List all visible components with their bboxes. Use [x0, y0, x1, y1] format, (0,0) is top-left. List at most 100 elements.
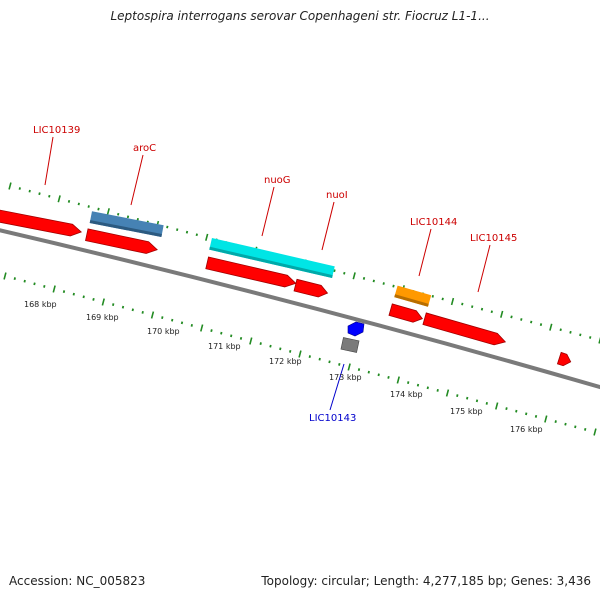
- outer-tick: [67, 199, 71, 203]
- label-LIC10143[interactable]: LIC10143: [309, 413, 356, 424]
- gene-LIC10143-feature[interactable]: [340, 321, 365, 353]
- gene-LIC10144-feature[interactable]: [394, 285, 432, 307]
- inner-tick: [475, 399, 479, 403]
- inner-tick: [377, 373, 380, 377]
- leader-LIC10143: [329, 363, 345, 411]
- outer-tick: [57, 195, 61, 203]
- cds-LIC10145-arrow[interactable]: [422, 312, 507, 348]
- inner-tick-ring: [3, 272, 597, 436]
- cds-LIC10139-arrow[interactable]: [0, 208, 82, 238]
- leader-LIC10145: [477, 244, 491, 293]
- outer-tick: [205, 233, 209, 241]
- scale-label-173: 173 kbp: [329, 373, 362, 382]
- outer-tick: [176, 228, 179, 232]
- inner-tick: [367, 370, 370, 374]
- outer-tick: [126, 215, 130, 219]
- gene-labels: LIC10139 aroC nuoG nuoI LIC10144 LIC1014…: [33, 125, 517, 424]
- label-aroC[interactable]: aroC: [133, 143, 156, 154]
- label-LIC10145[interactable]: LIC10145: [470, 233, 517, 244]
- outer-tick: [28, 189, 31, 193]
- inner-tick: [249, 337, 253, 345]
- genome-backbone: [0, 228, 600, 390]
- inner-tick: [584, 427, 587, 431]
- inner-tick: [171, 318, 174, 322]
- inner-tick: [544, 415, 548, 423]
- inner-tick: [131, 308, 134, 312]
- label-LIC10144[interactable]: LIC10144: [410, 217, 457, 228]
- outer-tick: [441, 297, 444, 301]
- genome-summary: Topology: circular; Length: 4,277,185 bp…: [261, 574, 591, 588]
- inner-tick: [396, 376, 400, 384]
- outer-tick: [136, 217, 139, 221]
- inner-tick: [279, 347, 282, 351]
- outer-tick: [559, 328, 562, 332]
- inner-tick: [456, 394, 459, 398]
- inner-tick: [436, 388, 439, 392]
- inner-tick: [230, 334, 233, 338]
- leader-nuoG: [261, 186, 275, 237]
- scale-label-175: 175 kbp: [450, 407, 483, 416]
- inner-tick: [338, 362, 341, 366]
- outer-tick: [520, 318, 523, 321]
- outer-tick: [362, 276, 366, 280]
- scale-label-171: 171 kbp: [208, 342, 241, 351]
- label-leaders: [44, 136, 491, 411]
- label-LIC10139[interactable]: LIC10139: [33, 125, 80, 136]
- inner-tick: [387, 375, 390, 379]
- cds-small-arrow[interactable]: [556, 351, 572, 367]
- inner-tick: [416, 383, 420, 387]
- inner-tick: [112, 303, 115, 307]
- outer-tick: [333, 269, 336, 273]
- inner-tick: [593, 428, 597, 436]
- outer-tick: [38, 192, 41, 196]
- inner-tick: [407, 381, 410, 385]
- outer-tick: [382, 282, 385, 285]
- outer-tick: [18, 187, 21, 190]
- inner-tick: [52, 285, 56, 293]
- gene-aroC-feature[interactable]: [89, 211, 164, 237]
- scale-label-170: 170 kbp: [147, 327, 180, 336]
- inner-tick: [505, 407, 508, 411]
- cds-aroC-arrow[interactable]: [85, 228, 159, 256]
- inner-tick: [564, 422, 567, 426]
- inner-tick: [574, 425, 577, 429]
- inner-tick: [13, 277, 16, 281]
- inner-tick: [347, 363, 351, 371]
- outer-tick: [589, 336, 592, 339]
- label-nuoG[interactable]: nuoG: [264, 175, 291, 186]
- inner-tick: [328, 360, 331, 364]
- inner-tick: [82, 295, 85, 299]
- inner-tick: [141, 310, 144, 314]
- outer-tick: [106, 208, 110, 216]
- inner-tick: [180, 321, 184, 325]
- scale-label-176: 176 kbp: [510, 425, 543, 434]
- gene-nuoG-feature[interactable]: [209, 237, 335, 279]
- outer-tick: [77, 202, 80, 206]
- cds-LIC10144-arrow[interactable]: [388, 303, 424, 325]
- scale-labels: 168 kbp 169 kbp 170 kbp 171 kbp 172 kbp …: [24, 300, 543, 434]
- inner-tick: [190, 323, 193, 327]
- scale-label-174: 174 kbp: [390, 390, 423, 399]
- outer-tick: [372, 279, 375, 283]
- outer-tick: [530, 320, 533, 324]
- cds-nuoI-arrow[interactable]: [293, 278, 329, 299]
- outer-tick: [471, 305, 474, 309]
- outer-tick: [569, 330, 572, 334]
- outer-tick: [392, 284, 395, 288]
- inner-tick: [150, 311, 155, 319]
- inner-tick: [269, 344, 272, 348]
- inner-tick: [426, 386, 429, 390]
- scale-label-168: 168 kbp: [24, 300, 57, 309]
- outer-tick: [97, 207, 100, 211]
- inner-tick: [485, 401, 488, 405]
- label-nuoI[interactable]: nuoI: [326, 190, 348, 201]
- outer-tick: [480, 307, 484, 311]
- inner-tick: [23, 279, 26, 283]
- outer-tick: [549, 323, 553, 331]
- inner-tick: [259, 342, 262, 346]
- leader-LIC10139: [44, 136, 54, 186]
- inner-tick: [62, 290, 66, 294]
- inner-tick: [445, 389, 450, 397]
- cds-nuoG-arrow[interactable]: [205, 256, 297, 289]
